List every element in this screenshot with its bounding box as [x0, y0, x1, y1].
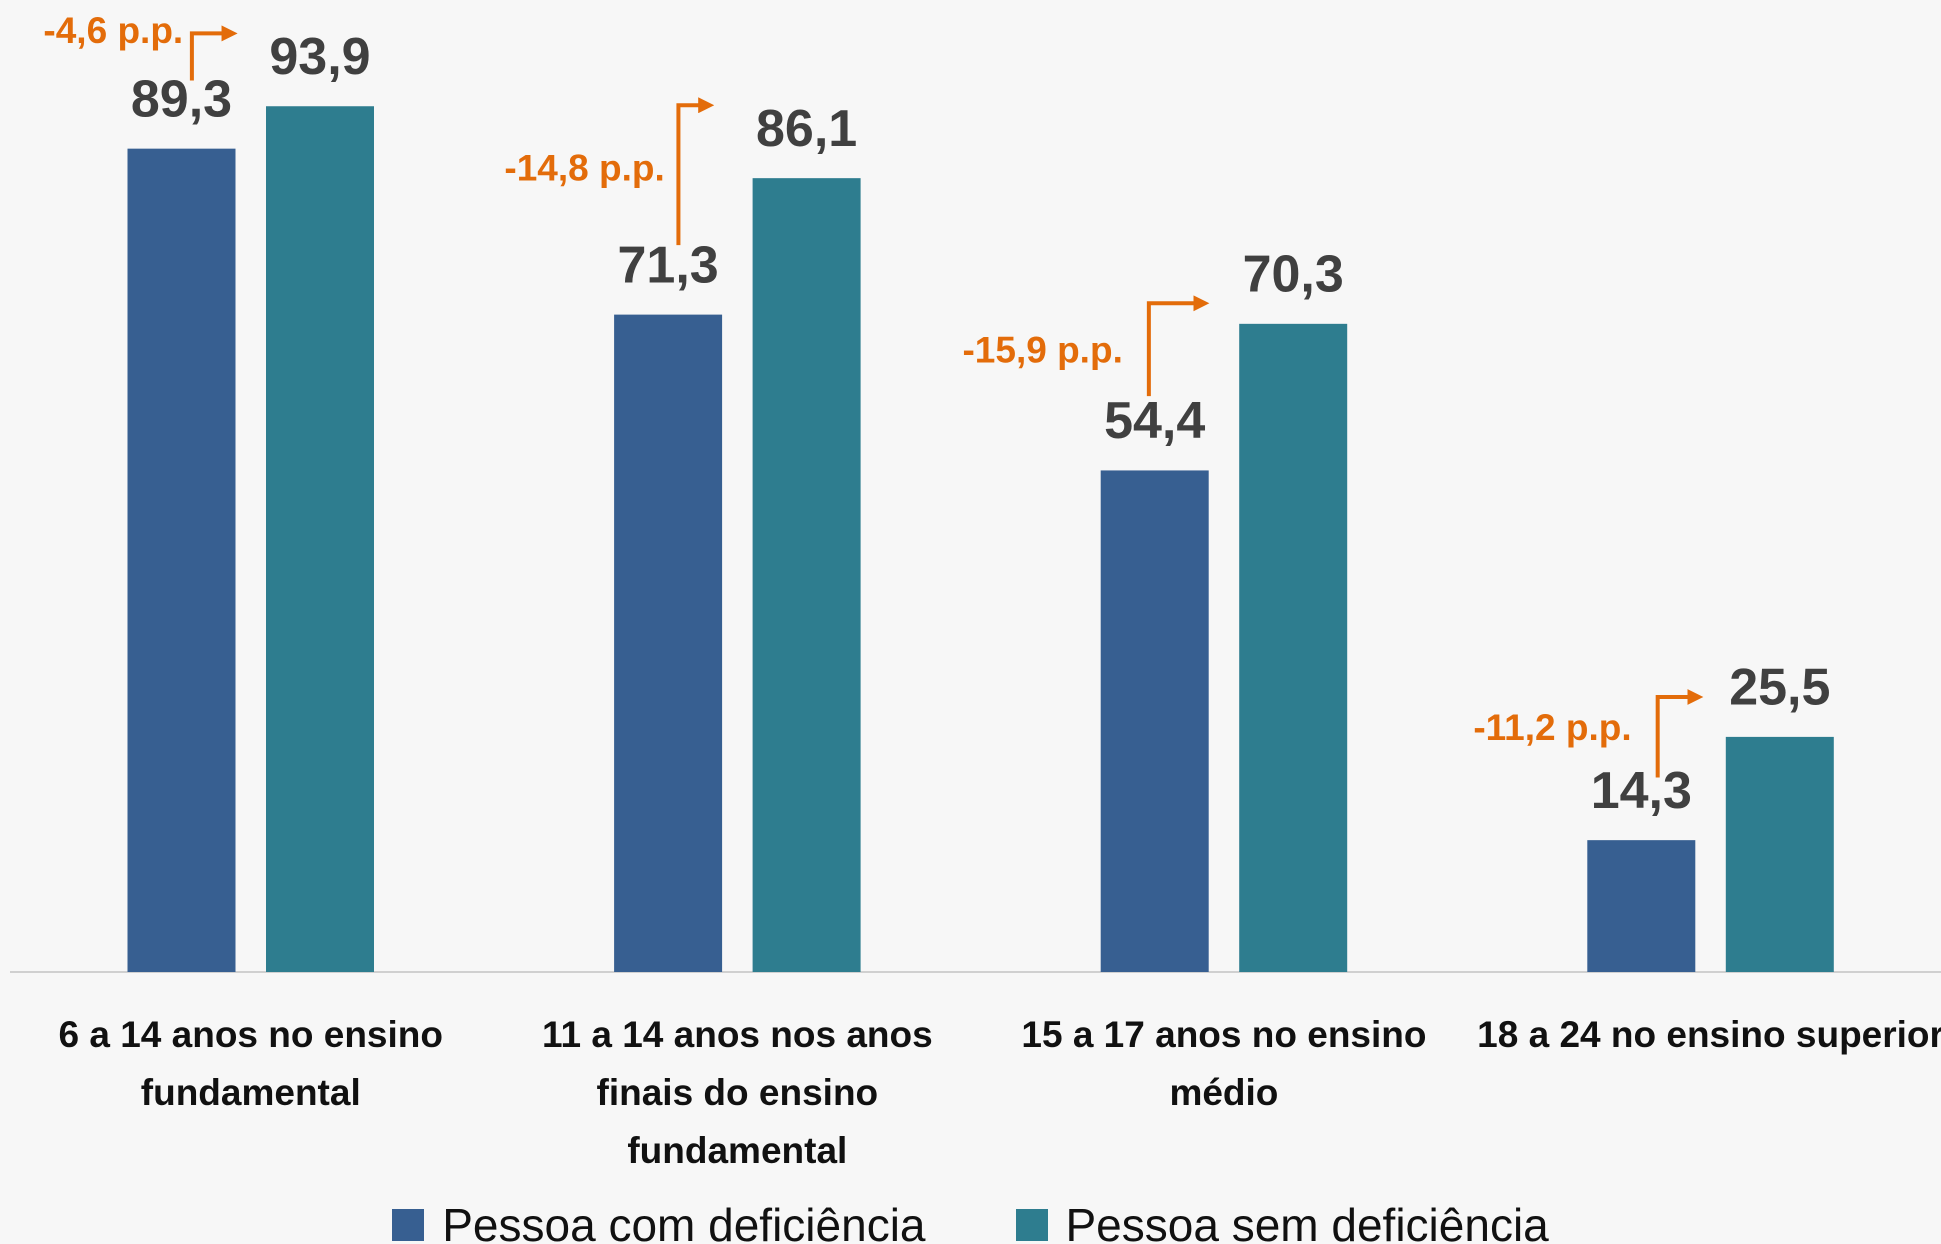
value-label: 25,5: [1729, 659, 1830, 717]
x-tick-label: 15 a 17 anos no ensino médio: [1021, 1014, 1427, 1113]
value-label: 89,3: [131, 70, 232, 128]
value-label: 54,4: [1104, 392, 1205, 450]
legend: Pessoa com deficiência Pessoa sem deficiê…: [0, 1198, 1941, 1244]
value-label: 70,3: [1243, 246, 1344, 304]
annotation-arrow: [189, 25, 238, 81]
value-label: 93,9: [269, 28, 370, 86]
bar: [614, 314, 723, 972]
annotation-arrow: [1655, 688, 1704, 778]
bar: [1587, 840, 1696, 972]
bar: [127, 148, 236, 973]
legend-item: Pessoa sem deficiência: [1015, 1198, 1549, 1244]
legend-item: Pessoa com deficiência: [392, 1198, 926, 1244]
legend-label: Pessoa sem deficiência: [1065, 1199, 1549, 1244]
annotation: -4,6 p.p.: [43, 10, 183, 51]
annotation-arrow: [1146, 295, 1210, 397]
legend-label: Pessoa com deficiência: [442, 1199, 926, 1244]
bar: [1725, 736, 1834, 972]
legend-swatch: [1015, 1209, 1048, 1241]
value-label: 71,3: [617, 236, 718, 294]
annotation: -15,9 p.p.: [962, 330, 1122, 371]
bar: [1239, 323, 1348, 973]
bar: [266, 106, 374, 972]
annotation-arrow: [676, 97, 715, 246]
x-tick-label: 6 a 14 anos no ensino fundamental: [58, 1014, 443, 1113]
x-tick-label: 18 a 24 no ensino superior: [1477, 1014, 1941, 1055]
annotation: -14,8 p.p.: [504, 148, 664, 189]
x-tick-label: 11 a 14 anos nos anos finais do ensino f…: [541, 1014, 933, 1171]
bar: [752, 178, 861, 972]
value-label: 86,1: [756, 100, 857, 158]
legend-swatch: [392, 1209, 425, 1241]
bar: [1100, 470, 1209, 972]
annotation: -11,2 p.p.: [1473, 707, 1631, 748]
value-label: 14,3: [1591, 762, 1692, 820]
